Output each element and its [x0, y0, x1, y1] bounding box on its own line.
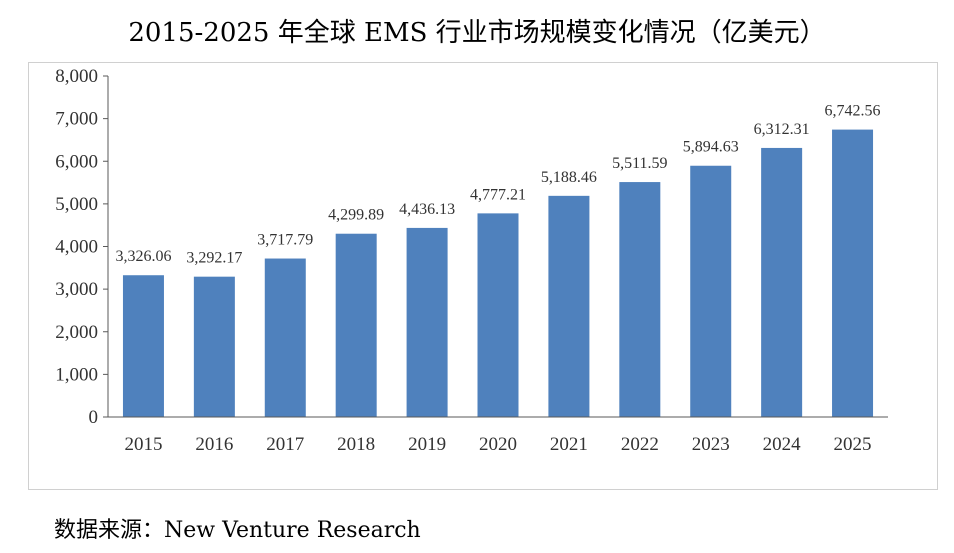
bar-value-label: 6,742.56 — [825, 103, 881, 120]
bar-value-label: 5,511.59 — [612, 155, 667, 172]
bar — [264, 258, 306, 417]
y-tick-label: 7,000 — [55, 109, 98, 130]
y-tick-label: 4,000 — [55, 237, 98, 258]
bar-value-label: 4,299.89 — [328, 207, 384, 224]
x-tick-label: 2025 — [834, 434, 872, 455]
x-tick-label: 2015 — [124, 434, 162, 455]
y-tick-label: 2,000 — [55, 322, 98, 343]
x-tick-label: 2019 — [408, 434, 446, 455]
bar-value-label: 5,894.63 — [683, 139, 739, 156]
bar — [619, 182, 661, 417]
bar — [406, 227, 448, 417]
chart-title: 2015-2025 年全球 EMS 行业市场规模变化情况（亿美元） — [128, 18, 826, 48]
y-tick-label: 3,000 — [55, 279, 98, 300]
bar — [832, 129, 874, 417]
x-tick-label: 2016 — [195, 434, 233, 455]
y-tick-label: 1,000 — [55, 364, 98, 385]
x-tick-label: 2021 — [550, 434, 588, 455]
bar — [690, 165, 732, 417]
bar — [122, 275, 164, 417]
bar-value-label: 3,292.17 — [186, 250, 242, 267]
chart-frame — [28, 62, 938, 490]
x-tick-label: 2024 — [763, 434, 802, 455]
bar-value-label: 6,312.31 — [754, 121, 810, 138]
x-tick-label: 2022 — [621, 434, 659, 455]
bar-value-label: 4,777.21 — [470, 186, 526, 203]
y-tick-label: 6,000 — [55, 151, 98, 172]
bar — [548, 195, 590, 417]
y-tick-label: 8,000 — [55, 66, 98, 87]
x-tick-label: 2017 — [266, 434, 304, 455]
x-tick-label: 2023 — [692, 434, 730, 455]
bar-value-label: 3,717.79 — [257, 232, 313, 249]
data-source: 数据来源：New Venture Research — [54, 518, 421, 543]
bar — [477, 213, 519, 417]
bar-value-label: 4,436.13 — [399, 201, 455, 218]
x-tick-label: 2020 — [479, 434, 517, 455]
bar — [193, 276, 235, 417]
y-tick-label: 0 — [89, 407, 99, 428]
bar — [335, 233, 377, 417]
bar — [761, 147, 803, 417]
x-tick-label: 2018 — [337, 434, 375, 455]
y-tick-label: 5,000 — [55, 194, 98, 215]
bar-value-label: 5,188.46 — [541, 169, 597, 186]
bar-value-label: 3,326.06 — [115, 248, 171, 265]
